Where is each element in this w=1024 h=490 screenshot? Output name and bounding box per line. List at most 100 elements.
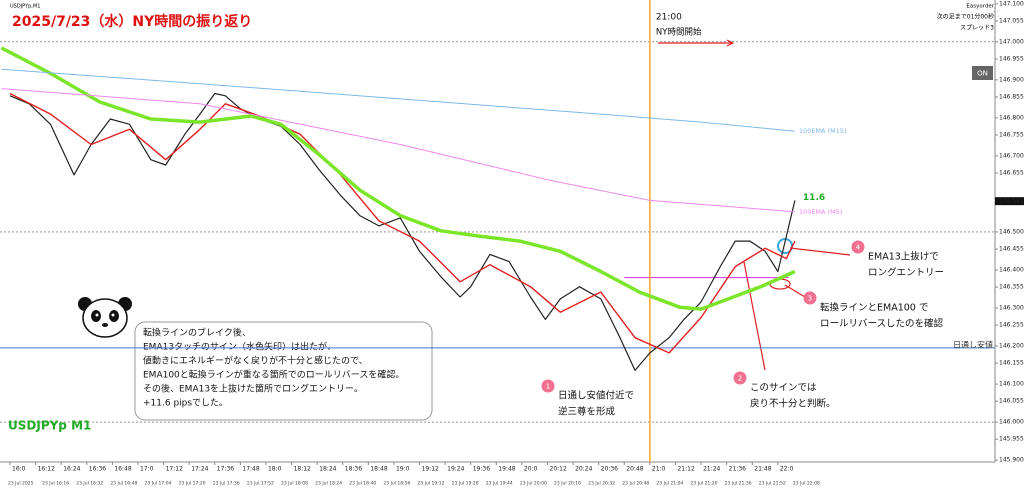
date-label: 23 Jul 16:48 xyxy=(110,481,137,487)
y-tick-label: 146.455 xyxy=(999,246,1024,253)
x-tick-label: 18:48 xyxy=(370,466,387,473)
button-bg[interactable] xyxy=(972,66,993,80)
date-label: 23 Jul 20:00 xyxy=(520,481,547,487)
note-box xyxy=(134,321,433,421)
note-line: EMA100と転換ラインが重なる箇所でのロールリバースを確認。 xyxy=(143,369,404,381)
callout-badge xyxy=(733,371,747,385)
series-line xyxy=(1,88,795,213)
callout-text: 転換ラインとEMA100 で xyxy=(820,302,928,314)
y-tick-label: 146.500 xyxy=(999,228,1024,235)
x-tick-label: 20:24 xyxy=(575,466,592,473)
date-label: 23 Jul 18:56 xyxy=(383,481,410,487)
callout-number: 4 xyxy=(856,244,861,252)
current-price-label: 146.581 xyxy=(999,198,1024,205)
y-tick-label: 147.100 xyxy=(999,0,1024,7)
y-tick-label: 146.700 xyxy=(999,152,1024,159)
y-tick-label: 146.100 xyxy=(999,381,1024,388)
x-tick-label: 17:0 xyxy=(140,466,154,473)
pips-label: 11.6 xyxy=(803,193,825,203)
callout-number: 1 xyxy=(546,383,550,391)
y-tick-label: 146.155 xyxy=(999,360,1024,367)
x-tick-label: 19:36 xyxy=(473,466,490,473)
y-tick-label: 147.000 xyxy=(999,38,1024,45)
top-right-label: 次の足まで01分00秒 xyxy=(937,13,994,21)
low-line-label: 日通し安値 xyxy=(953,339,993,349)
date-label: 23 Jul 22:08 xyxy=(793,481,820,487)
x-tick-label: 17:12 xyxy=(166,466,183,473)
x-tick-label: 19:12 xyxy=(422,466,439,473)
y-tick-label: 146.800 xyxy=(999,114,1024,121)
date-label: 23 Jul 16:32 xyxy=(76,481,103,487)
date-label: 23 Jul 18:40 xyxy=(349,481,376,487)
callout-text: EMA13上抜けで xyxy=(868,251,939,263)
callout-badge xyxy=(541,379,555,393)
x-tick-label: 21:48 xyxy=(754,466,771,473)
on-button[interactable]: ON xyxy=(972,66,993,80)
title: 2025/7/23（水）NY時間の振り返り xyxy=(12,13,252,30)
series-label: 100EMA (M5) xyxy=(799,208,842,216)
callout-badge xyxy=(851,240,865,254)
x-tick-label: 21:0 xyxy=(652,466,666,473)
y-tick-label: 146.855 xyxy=(999,93,1024,100)
y-tick-label: 146.955 xyxy=(999,55,1024,62)
watermark: USDJPYp M1 xyxy=(8,419,91,433)
x-tick-label: 18:0 xyxy=(268,466,282,473)
series-line xyxy=(9,92,796,371)
panda-icon xyxy=(78,297,132,338)
x-tick-label: 16:48 xyxy=(114,466,131,473)
series-label: 100EMA (M15) xyxy=(799,127,847,135)
series-line xyxy=(9,92,796,354)
ny-label: NY時間開始 xyxy=(656,27,702,38)
y-tick-label: 147.055 xyxy=(999,17,1024,24)
date-label: 23 Jul 19:44 xyxy=(486,481,513,487)
note-line: 値動きにエネルギーがなく戻りが不十分と感じたので、 xyxy=(143,355,368,367)
y-tick-label: 146.900 xyxy=(999,76,1024,83)
x-tick-label: 22:0 xyxy=(780,466,794,473)
callout-number: 3 xyxy=(808,295,812,303)
y-tick-label: 146.755 xyxy=(999,131,1024,138)
x-tick-label: 20:12 xyxy=(550,466,567,473)
current-price-box xyxy=(995,197,1024,206)
ny-time: 21:00 xyxy=(656,13,682,23)
date-label: 23 Jul 20:32 xyxy=(588,481,615,487)
callout-text: ロールリバースしたのを確認 xyxy=(820,318,944,330)
x-tick-label: 19:0 xyxy=(396,466,410,473)
x-tick-label: 16:36 xyxy=(89,466,106,473)
button-label[interactable]: ON xyxy=(977,70,988,78)
date-label: 23 Jul 21:36 xyxy=(725,481,752,487)
date-label: 23 Jul 19:12 xyxy=(418,481,445,487)
date-label: 23 Jul 19:28 xyxy=(452,481,479,487)
note-line: +11.6 pipsでした。 xyxy=(143,398,228,409)
callout-text: 逆三尊を形成 xyxy=(558,406,616,418)
callout-text: ロングエントリー xyxy=(868,267,944,279)
date-label: 23 Jul 21:20 xyxy=(691,481,718,487)
y-tick-label: 145.955 xyxy=(999,436,1024,443)
note-line: EMA13タッチのサイン（水色矢印）は出たが、 xyxy=(143,341,336,353)
x-tick-label: 21:12 xyxy=(677,466,694,473)
x-tick-label: 17:24 xyxy=(191,466,208,473)
callout-badge xyxy=(803,291,817,305)
callout-number: 2 xyxy=(738,375,742,383)
x-tick-label: 16:24 xyxy=(63,466,80,473)
callout-text: このサインでは xyxy=(750,383,817,394)
date-label: 23 Jul 17:20 xyxy=(179,481,206,487)
x-tick-label: 17:48 xyxy=(242,466,259,473)
x-tick-label: 18:12 xyxy=(294,466,311,473)
x-tick-label: 21:24 xyxy=(703,466,720,473)
y-tick-label: 145.900 xyxy=(999,457,1024,464)
y-tick-label: 146.055 xyxy=(999,398,1024,405)
x-tick-label: 20:48 xyxy=(626,466,643,473)
series-line xyxy=(1,68,795,132)
y-tick-label: 146.000 xyxy=(999,419,1024,426)
date-label: 23 Jul 17:52 xyxy=(247,481,274,487)
date-label: 23 Jul 18:24 xyxy=(315,481,342,487)
top-right-label: Easyorder xyxy=(966,4,994,10)
series-line xyxy=(0,46,796,311)
note-line: その後、EMA13を上抜けた箇所でロングエントリー。 xyxy=(143,383,363,395)
date-label: 23 Jul 18:08 xyxy=(281,481,308,487)
x-tick-label: 20:0 xyxy=(524,466,538,473)
x-tick-label: 17:36 xyxy=(217,466,234,473)
